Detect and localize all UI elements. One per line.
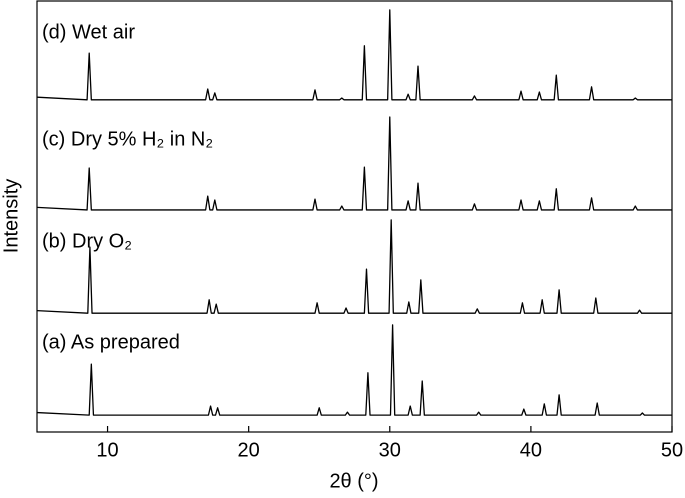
y-axis-label: Intensity (0, 179, 22, 253)
pattern-line (36, 9, 672, 101)
pattern-line (36, 116, 672, 211)
series-label: (d) Wet air (42, 21, 135, 43)
x-tick-label: 50 (661, 439, 683, 461)
x-tick-label: 20 (238, 439, 260, 461)
series-label: (a) As prepared (42, 331, 180, 353)
plot-frame (36, 0, 673, 433)
series-label: (b) Dry O₂ (42, 230, 132, 252)
pattern-line (36, 324, 672, 416)
x-tick-label: 40 (520, 439, 542, 461)
x-tick-label: 30 (379, 439, 401, 461)
series-label: (c) Dry 5% H₂ in N₂ (42, 128, 213, 150)
x-axis-label: 2θ (°) (329, 470, 378, 492)
x-tick-label: 10 (96, 439, 118, 461)
pattern-line (36, 219, 672, 314)
